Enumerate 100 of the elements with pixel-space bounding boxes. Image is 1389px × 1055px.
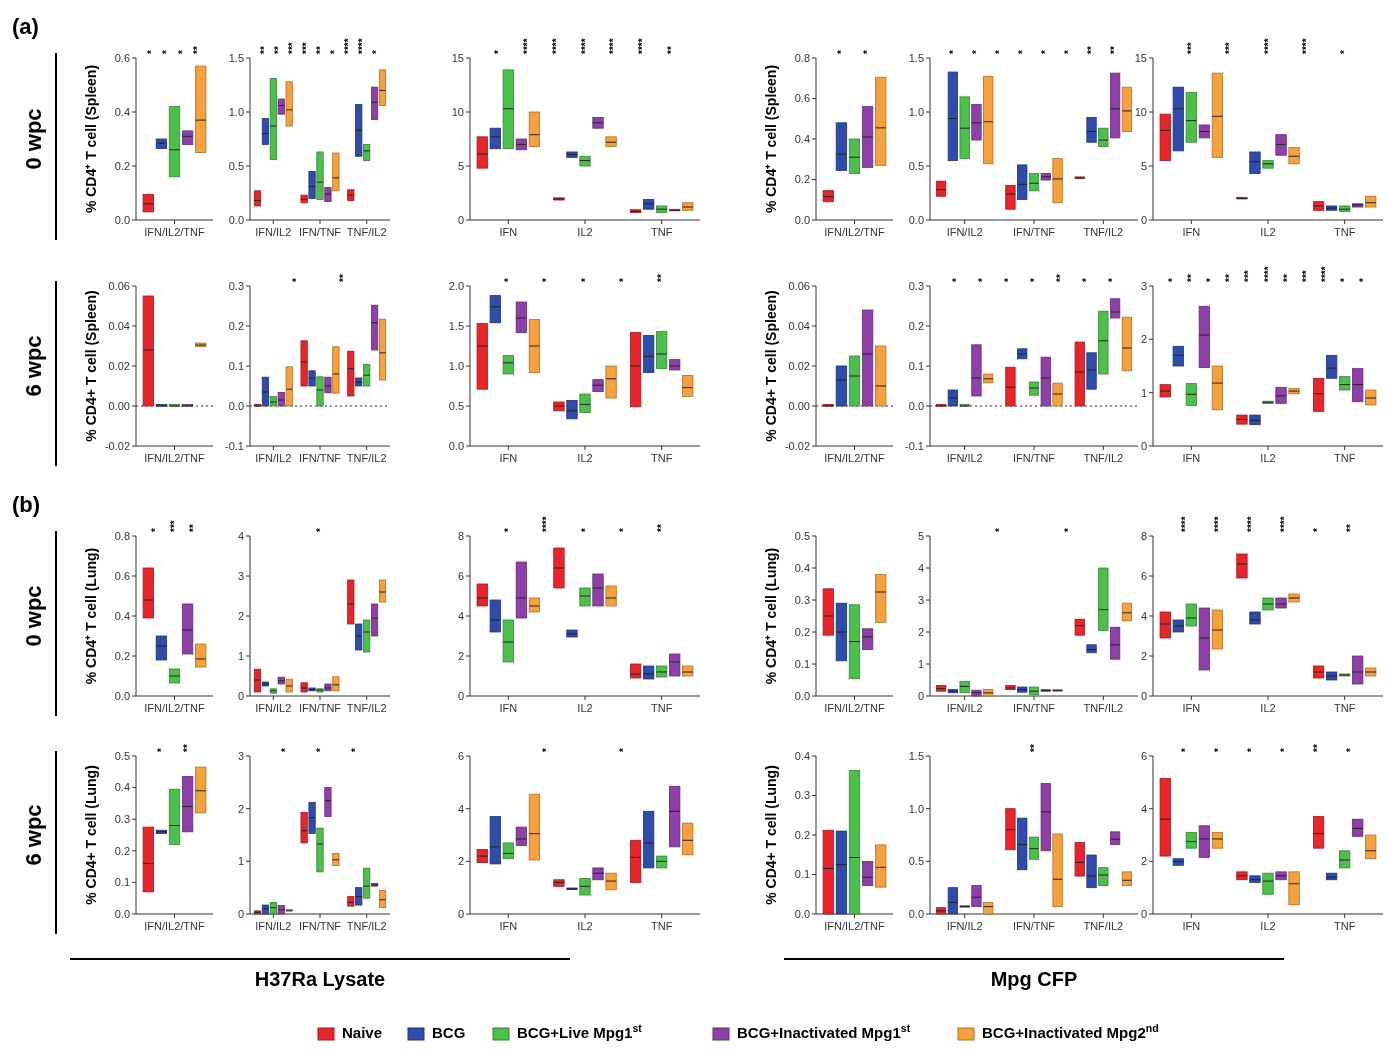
text: 0 wpc: [21, 585, 46, 647]
text: *: [502, 278, 514, 282]
text: *: [493, 50, 505, 54]
text: *: [617, 528, 629, 532]
x-tick-label: IL2: [577, 920, 593, 932]
y-tick-label: 0.5: [448, 399, 464, 412]
y-tick-label: 0.0: [114, 907, 130, 920]
text: *: [861, 50, 873, 54]
text: *: [328, 50, 340, 54]
text: ****: [1246, 516, 1258, 532]
y-axis-title: % CD4+ T cell (Spleen): [763, 290, 779, 442]
text: *: [1166, 278, 1178, 282]
text: *: [370, 50, 382, 54]
text: ****: [1262, 266, 1274, 282]
text: *: [579, 528, 591, 532]
text: *: [1358, 278, 1370, 282]
x-tick-label: IFN/IL2/TNF: [144, 226, 206, 238]
x-tick-label: TNF/IL2: [1083, 702, 1124, 714]
chart-subtitle: (b): [12, 492, 41, 517]
x-tick-label: IFN/IL2: [946, 702, 983, 714]
y-tick-label: 0.0: [908, 907, 924, 920]
y-tick-label: 0.02: [108, 359, 130, 372]
y-tick-label: 0: [1140, 907, 1147, 920]
y-tick-label: 1.5: [448, 319, 464, 332]
y-tick-label: 1: [237, 649, 244, 662]
x-tick-label: IFN/IL2: [946, 226, 983, 238]
y-tick-label: 15: [1134, 51, 1147, 64]
y-tick-label: 5: [1140, 159, 1147, 172]
text: ***: [1243, 270, 1255, 282]
y-tick-label: 15: [451, 51, 464, 64]
text: **: [192, 46, 204, 54]
y-tick-label: 0.3: [794, 593, 810, 606]
y-tick-label: 2: [1140, 333, 1147, 346]
y-tick-label: 4: [1140, 802, 1147, 815]
text: 6 wpc: [21, 804, 46, 866]
text: *: [149, 528, 161, 532]
text: **: [1086, 46, 1098, 54]
y-tick-label: 2: [457, 649, 464, 662]
text: **: [1281, 274, 1293, 282]
x-tick-label: IFN: [1182, 702, 1201, 714]
y-tick-label: 0: [1140, 689, 1147, 702]
y-tick-label: 4: [917, 561, 924, 574]
text: *: [1339, 278, 1351, 282]
text: *: [1205, 278, 1216, 282]
y-tick-label: 0.0: [794, 689, 810, 702]
x-tick-label: TNF/IL2: [346, 920, 387, 932]
x-tick-label: IFN/TNF: [1012, 702, 1056, 714]
y-tick-label: 0.0: [794, 907, 810, 920]
y-tick-label: 0: [457, 689, 464, 702]
text: **: [314, 46, 326, 54]
x-tick-label: IFN: [1182, 920, 1201, 932]
y-tick-label: 5: [457, 159, 464, 172]
y-tick-label: 5: [917, 529, 924, 542]
text: 0 wpc: [21, 108, 46, 170]
x-tick-label: IL2: [577, 702, 593, 714]
text: *: [1080, 278, 1092, 282]
text: **: [1344, 524, 1356, 532]
x-tick-label: IL2: [577, 452, 593, 464]
y-axis-title: % CD4+ T cell (Lung): [83, 765, 99, 905]
x-tick-label: IFN: [499, 702, 518, 714]
x-tick-label: IFN/IL2: [255, 702, 292, 714]
y-tick-label: 0.3: [794, 789, 810, 802]
text: ****: [356, 38, 368, 54]
y-tick-label: 0.0: [908, 213, 924, 226]
x-tick-label: IFN/IL2/TNF: [824, 702, 886, 714]
y-tick-label: 0: [237, 689, 244, 702]
text: ***: [169, 520, 180, 532]
text: *: [1028, 278, 1040, 282]
text: *: [541, 748, 553, 752]
legend-label: BCG: [432, 1024, 466, 1041]
text: ****: [550, 38, 562, 54]
x-tick-label: IL2: [1260, 452, 1276, 464]
x-tick-label: IFN/IL2/TNF: [824, 920, 886, 932]
y-tick-label: 2: [917, 625, 924, 638]
x-tick-label: IFN/IL2/TNF: [144, 452, 206, 464]
x-tick-label: IFN/TNF: [298, 226, 342, 238]
y-tick-label: 0.2: [794, 828, 810, 841]
text: *: [279, 748, 291, 752]
y-tick-label: 1.0: [448, 359, 464, 372]
y-tick-label: 8: [1140, 529, 1147, 542]
text: **: [258, 46, 270, 54]
y-tick-label: 0.8: [114, 529, 130, 542]
y-tick-label: 0: [1140, 213, 1147, 226]
x-tick-label: IFN/IL2/TNF: [824, 226, 886, 238]
x-tick-label: TNF: [650, 452, 673, 464]
text: *: [1002, 278, 1014, 282]
x-tick-label: IFN/IL2: [255, 452, 292, 464]
y-tick-label: 0.0: [114, 689, 130, 702]
x-tick-label: IFN/TNF: [1012, 226, 1056, 238]
x-tick-label: TNF/IL2: [1083, 452, 1124, 464]
text: **: [1109, 46, 1121, 54]
text: *: [1040, 50, 1052, 54]
x-tick-label: TNF: [1333, 226, 1356, 238]
x-tick-label: IL2: [1260, 920, 1276, 932]
y-tick-label: 0.1: [114, 876, 130, 889]
y-tick-label: -0.02: [104, 439, 130, 452]
y-tick-label: 0.4: [114, 105, 130, 118]
text: *: [1311, 528, 1323, 532]
y-tick-label: 0.0: [114, 213, 130, 226]
text: ***: [1185, 42, 1197, 54]
